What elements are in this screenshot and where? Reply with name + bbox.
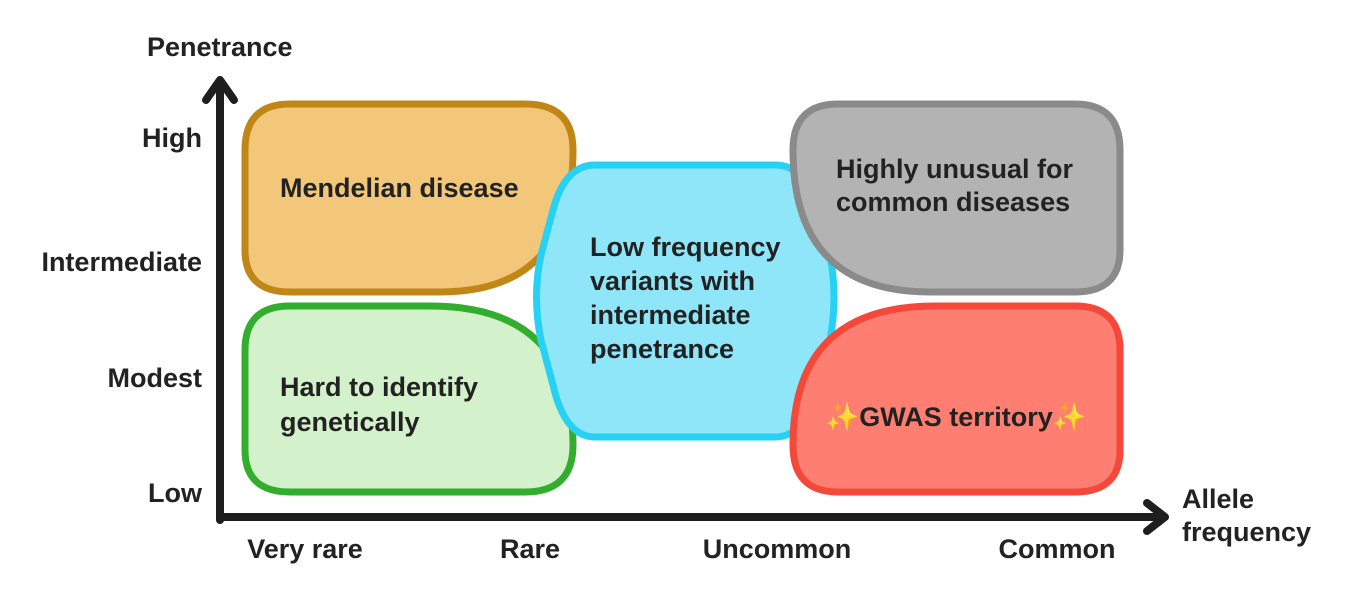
region-highly-unusual-shape <box>789 100 1124 296</box>
x-tick-label: Rare <box>500 534 560 564</box>
y-tick-label: Intermediate <box>41 247 202 277</box>
region-hard-to-identify-label: Hard to identify genetically <box>280 372 486 437</box>
region-gwas: ✨GWAS territory✨ <box>789 302 1124 496</box>
region-hard-to-identify: Hard to identify genetically <box>241 302 577 496</box>
region-low-frequency-line: penetrance <box>590 334 734 364</box>
x-tick-label: Common <box>999 534 1116 564</box>
region-mendelian-line: Mendelian disease <box>280 173 519 203</box>
region-highly-unusual-line: common diseases <box>836 187 1070 217</box>
x-tick-label: Uncommon <box>703 534 852 564</box>
axes <box>202 76 1169 535</box>
region-gwas-shape <box>789 302 1124 496</box>
region-highly-unusual-label: Highly unusual for common diseases <box>836 154 1081 217</box>
region-low-frequency-label: Low frequency variants with intermediate… <box>590 232 788 364</box>
region-highly-unusual: Highly unusual for common diseases <box>789 100 1124 296</box>
y-tick-label: Modest <box>108 363 203 393</box>
region-hard-to-identify-line: Hard to identify <box>280 372 478 402</box>
region-highly-unusual-line: Highly unusual for <box>836 154 1073 184</box>
region-mendelian-label: Mendelian disease <box>280 173 519 203</box>
y-axis-arrowhead <box>202 76 238 104</box>
y-axis-title: Penetrance <box>147 32 293 62</box>
x-tick-label: Very rare <box>247 534 363 564</box>
x-axis-title: Allele frequency <box>1182 484 1311 547</box>
sparkle-icon: ✨ <box>1053 402 1087 432</box>
sparkle-icon: ✨ <box>826 402 860 432</box>
region-gwas-line: GWAS territory <box>859 402 1053 432</box>
y-tick-label: High <box>142 123 202 153</box>
region-hard-to-identify-shape <box>241 302 577 496</box>
y-tick-label: Low <box>148 478 203 508</box>
region-low-frequency-line: intermediate <box>590 300 751 330</box>
region-gwas-label: ✨GWAS territory✨ <box>826 402 1087 432</box>
region-hard-to-identify-line: genetically <box>280 407 420 437</box>
x-axis-title-line: frequency <box>1182 517 1311 547</box>
region-low-frequency-line: Low frequency <box>590 232 781 262</box>
region-low-frequency-line: variants with <box>590 266 755 296</box>
x-axis-arrowhead <box>1143 499 1169 535</box>
region-low-frequency: Low frequency variants with intermediate… <box>533 161 838 441</box>
region-mendelian: Mendelian disease <box>241 100 577 296</box>
x-axis-title-line: Allele <box>1182 484 1254 514</box>
region-mendelian-shape <box>241 100 577 296</box>
